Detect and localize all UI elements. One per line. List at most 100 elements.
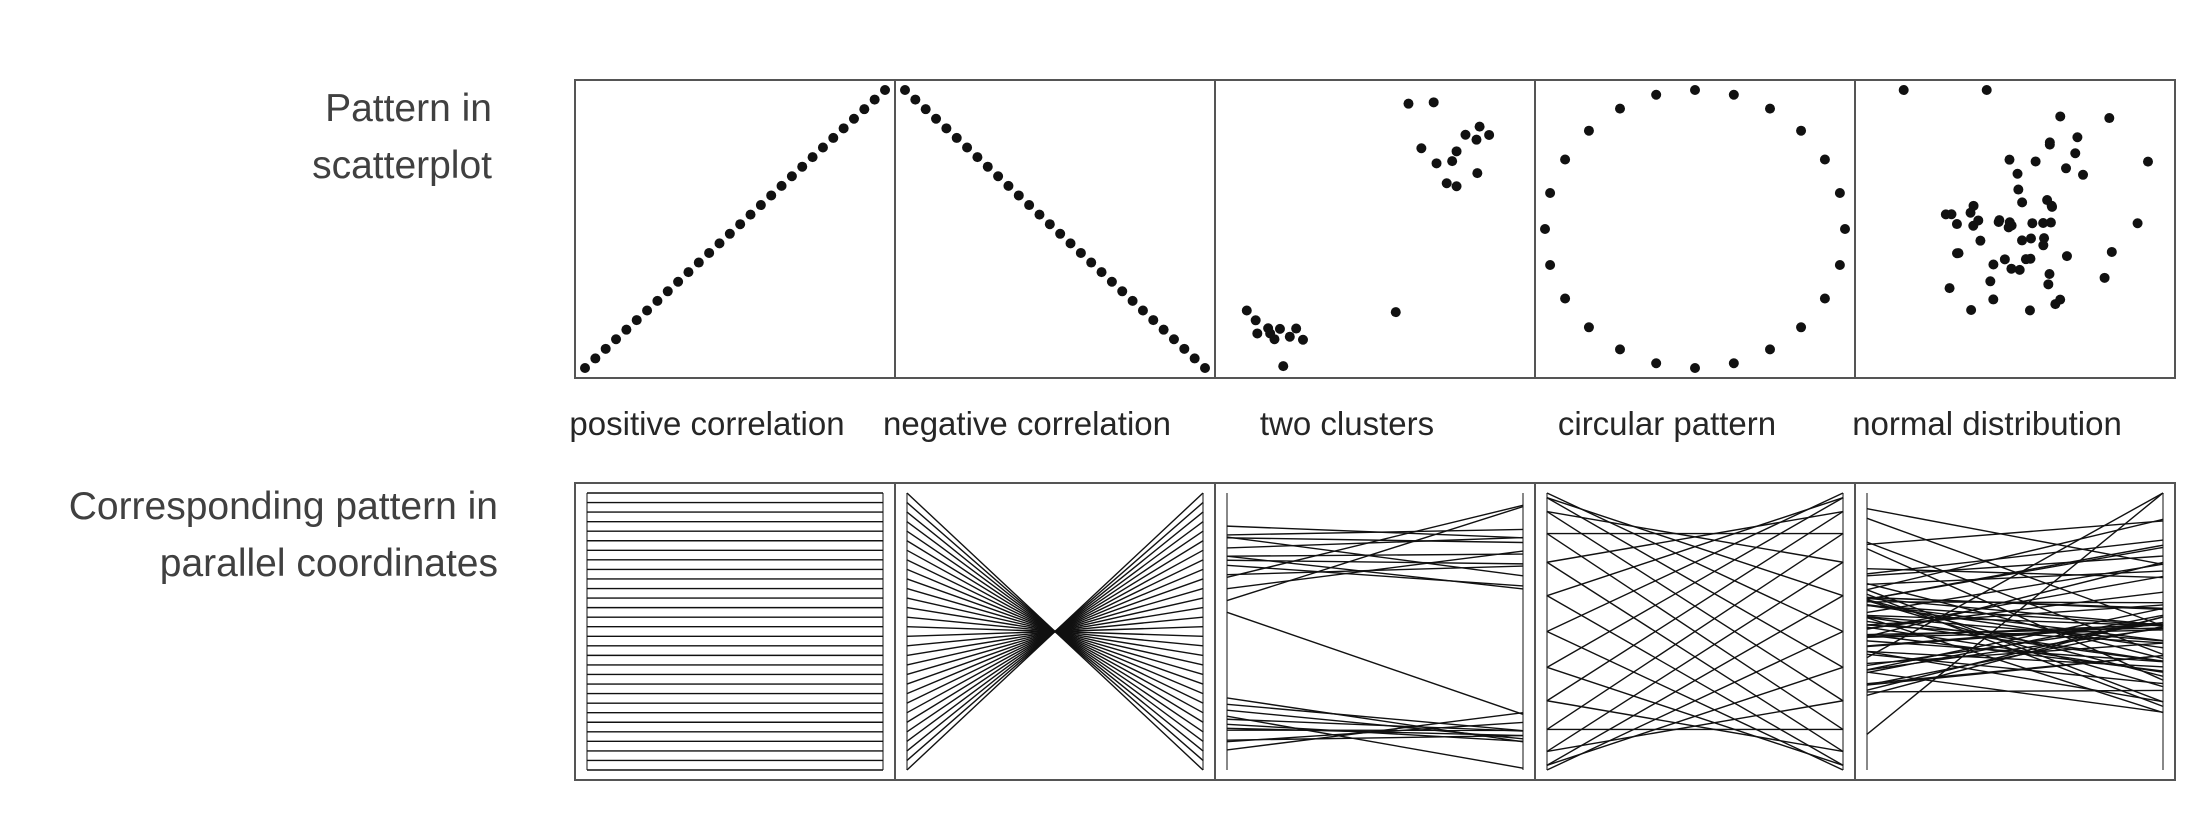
parallel-line [1226, 536, 1524, 577]
scatter-point [2006, 263, 2017, 274]
scatter-point [2106, 246, 2117, 257]
parallel-line [1866, 634, 2164, 672]
scatter-point [797, 161, 808, 172]
parallel-line [1866, 614, 2164, 674]
scatter-point [941, 123, 952, 134]
scatter-point [982, 161, 993, 172]
scatter-point [2020, 254, 2031, 265]
caption-circular-pattern: circular pattern [1557, 405, 1777, 442]
scatter-point [1179, 343, 1190, 354]
row-label-scatterplot: Pattern in scatterplot [312, 80, 492, 194]
scatter-point [683, 267, 694, 278]
parallel-line [1546, 700, 1844, 753]
scatter-point [2013, 184, 2024, 195]
row-label-line: scatterplot [312, 144, 492, 187]
scatter-point [2038, 240, 2049, 251]
scatter-point [1137, 305, 1148, 316]
scatter-point [859, 104, 870, 115]
scatter-point [880, 85, 890, 95]
parallel-line [1866, 492, 2164, 659]
scatter-point [1973, 215, 1984, 226]
scatter-point [1651, 358, 1662, 369]
scatter-point [1472, 168, 1483, 179]
scatter-point [1451, 181, 1462, 192]
scatter-point [2070, 148, 2081, 159]
parallel-line [1546, 532, 1844, 731]
scatter-panel-clusters [1214, 79, 1536, 379]
scatter-point [1148, 315, 1159, 326]
scatter-point [755, 200, 766, 211]
scatter-point [1158, 324, 1169, 335]
scatter-point [2132, 218, 2143, 229]
scatter-point [1560, 293, 1571, 304]
scatter-point [1583, 322, 1594, 333]
caption-two-clusters: two clusters [1259, 405, 1435, 442]
scatter-point [900, 85, 910, 95]
parallel-line [1866, 616, 2164, 697]
scatter-point [817, 142, 828, 153]
scatter-point [1241, 305, 1252, 316]
scatter-point [2025, 233, 2036, 244]
scatter-point [1484, 129, 1495, 140]
scatter-point [1988, 294, 1999, 305]
scatter-point [1944, 283, 1955, 294]
scatter-point [2061, 163, 2072, 174]
scatter-point [1278, 361, 1289, 372]
scatter-point [1024, 200, 1035, 211]
parallel-line [1546, 630, 1844, 771]
parallel-line [1866, 518, 2164, 591]
parallel-panel-positive [574, 482, 896, 781]
scatter-point [1263, 323, 1274, 334]
scatter-point [1834, 259, 1845, 270]
scatter-point [621, 324, 632, 335]
scatter-point [704, 247, 715, 258]
parallel-line [1866, 604, 2164, 649]
scatter-point [2006, 220, 2017, 231]
scatter-point [2099, 272, 2110, 283]
row-label-line: parallel coordinates [159, 542, 498, 585]
parallel-line [1226, 723, 1524, 742]
scatter-point [580, 363, 590, 373]
parallel-line [1866, 604, 2164, 627]
scatter-point [2014, 264, 2025, 275]
parallel-line [906, 492, 1204, 771]
scatter-point [869, 94, 880, 105]
scatter-point [1583, 125, 1594, 136]
row-label-line: Pattern in [325, 87, 492, 130]
parallel-line [1866, 597, 2164, 626]
scatter-point [1765, 103, 1775, 114]
parallel-line [1866, 627, 2164, 636]
scatter-point [2027, 218, 2038, 229]
scatter-point [2030, 156, 2041, 167]
scatter-point [1999, 254, 2010, 265]
scatter-point [2055, 294, 2066, 305]
parallel-line [1546, 666, 1844, 766]
scatter-point [1965, 207, 1976, 218]
scatter-point [838, 123, 849, 134]
scatter-point [2047, 201, 2058, 212]
parallel-line [1866, 650, 2164, 703]
scatter-point [807, 152, 818, 163]
parallel-line [1226, 565, 1524, 576]
caption-negative-correlation: negative correlation [882, 405, 1171, 442]
row-label-parallel-coordinates: Corresponding pattern in parallel coordi… [69, 478, 498, 592]
scatter-point [1013, 190, 1024, 201]
parallel-line [1866, 539, 2164, 575]
parallel-line [1866, 563, 2164, 614]
scatter-point [1451, 146, 1462, 157]
scatter-panel-circle [1534, 79, 1856, 379]
scatter-point [1940, 209, 1951, 220]
scatter-point [1065, 238, 1076, 249]
scatter-point [600, 343, 611, 354]
parallel-line [1226, 711, 1524, 751]
scatter-point [2072, 132, 2083, 143]
scatter-point [951, 132, 962, 143]
scatter-point [766, 190, 777, 201]
scatter-point [1994, 215, 2005, 226]
scatter-point [1796, 322, 1807, 333]
scatter-point [2044, 268, 2055, 279]
scatter-point [848, 113, 859, 124]
scatter-point [920, 104, 931, 115]
scatter-point [1096, 267, 1107, 278]
scatter-point [1055, 228, 1066, 239]
